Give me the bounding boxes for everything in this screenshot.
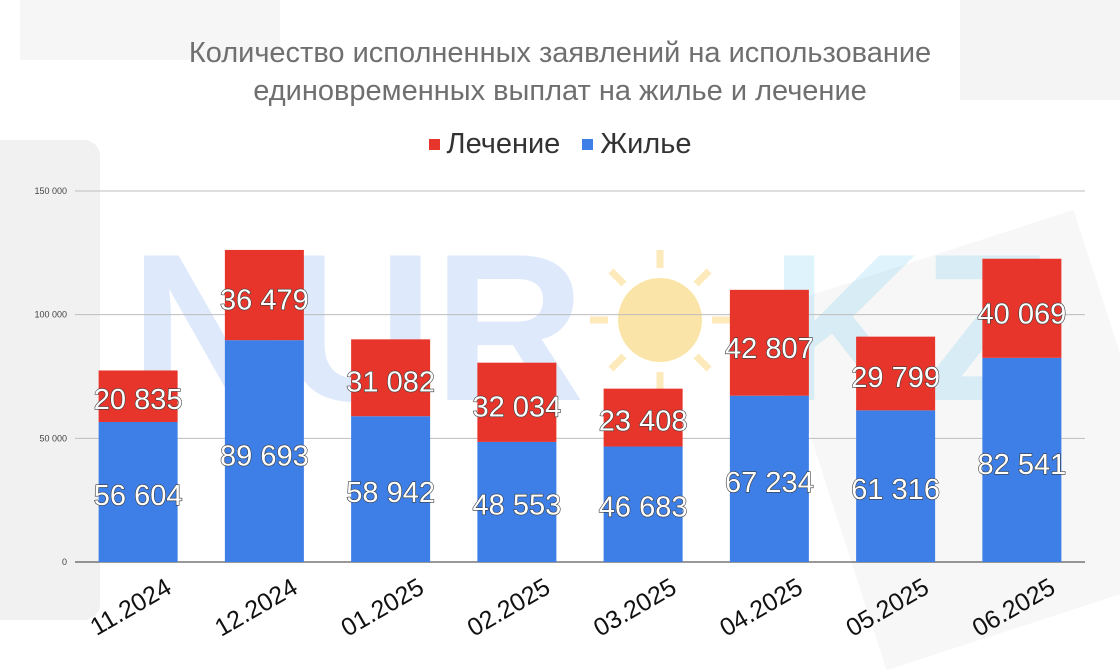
data-label-housing: 48 553 xyxy=(473,489,562,521)
legend-swatch-treatment xyxy=(428,139,440,150)
legend-item-treatment: Лечение xyxy=(428,128,561,161)
y-tick-label: 150 000 xyxy=(34,186,67,196)
legend-swatch-housing xyxy=(582,139,594,150)
bar-housing xyxy=(603,446,683,562)
legend-item-housing: Жилье xyxy=(582,128,691,161)
bar-treatment xyxy=(224,249,304,341)
legend-label-housing: Жилье xyxy=(600,128,692,160)
bar-housing xyxy=(477,441,557,562)
data-label-treatment: 40 069 xyxy=(978,298,1067,330)
bar-housing xyxy=(856,410,936,562)
chart-title-line-1: Количество исполненных заявлений на испо… xyxy=(188,37,932,69)
bar-housing xyxy=(224,340,304,562)
x-category-label: 01.2025 xyxy=(336,573,428,642)
bar-treatment xyxy=(351,339,431,417)
data-label-treatment: 42 807 xyxy=(725,333,814,365)
bar-treatment xyxy=(729,289,809,396)
chart-legend: Лечение Жилье xyxy=(0,128,1120,161)
sun-logo-icon xyxy=(590,250,730,390)
bar-treatment xyxy=(982,258,1062,358)
data-label-treatment: 31 082 xyxy=(346,367,435,399)
data-label-treatment: 32 034 xyxy=(473,391,562,423)
chart-title: Количество исполненных заявлений на испо… xyxy=(0,34,1120,110)
x-category-label: 11.2024 xyxy=(85,573,176,642)
data-label-housing: 58 942 xyxy=(346,477,435,509)
bar-treatment xyxy=(603,388,683,447)
background-notebook-shape xyxy=(20,0,280,60)
bar-housing xyxy=(351,416,431,562)
data-label-housing: 61 316 xyxy=(851,474,940,506)
bar-housing xyxy=(729,395,809,562)
x-category-label: 05.2025 xyxy=(841,573,933,642)
bar-housing xyxy=(98,421,178,562)
data-label-treatment: 36 479 xyxy=(220,285,309,317)
y-tick-label: 100 000 xyxy=(34,310,67,320)
x-category-label: 12.2024 xyxy=(210,573,302,642)
data-label-housing: 82 541 xyxy=(978,449,1067,481)
data-label-housing: 46 683 xyxy=(599,492,688,524)
x-category-label: 03.2025 xyxy=(589,573,681,642)
y-tick-label: 0 xyxy=(62,557,67,567)
bar-treatment xyxy=(98,370,178,422)
data-label-treatment: 23 408 xyxy=(599,405,688,437)
background-paper-shape xyxy=(960,0,1120,100)
background-calculator-shape xyxy=(0,140,100,620)
data-label-treatment: 20 835 xyxy=(94,384,183,416)
chart-title-line-2: единовременных выплат на жилье и лечение xyxy=(253,75,867,107)
data-label-housing: 56 604 xyxy=(94,480,183,512)
data-label-treatment: 29 799 xyxy=(851,362,940,394)
bar-treatment xyxy=(477,362,557,442)
x-category-label: 04.2025 xyxy=(715,573,807,642)
y-tick-label: 50 000 xyxy=(39,433,67,443)
bar-housing xyxy=(982,357,1062,562)
x-category-label: 02.2025 xyxy=(463,573,555,642)
legend-label-treatment: Лечение xyxy=(446,128,561,160)
data-label-housing: 89 693 xyxy=(220,441,309,473)
bar-treatment xyxy=(856,336,936,411)
x-category-label: 06.2025 xyxy=(968,573,1060,642)
data-label-housing: 67 234 xyxy=(725,467,814,499)
